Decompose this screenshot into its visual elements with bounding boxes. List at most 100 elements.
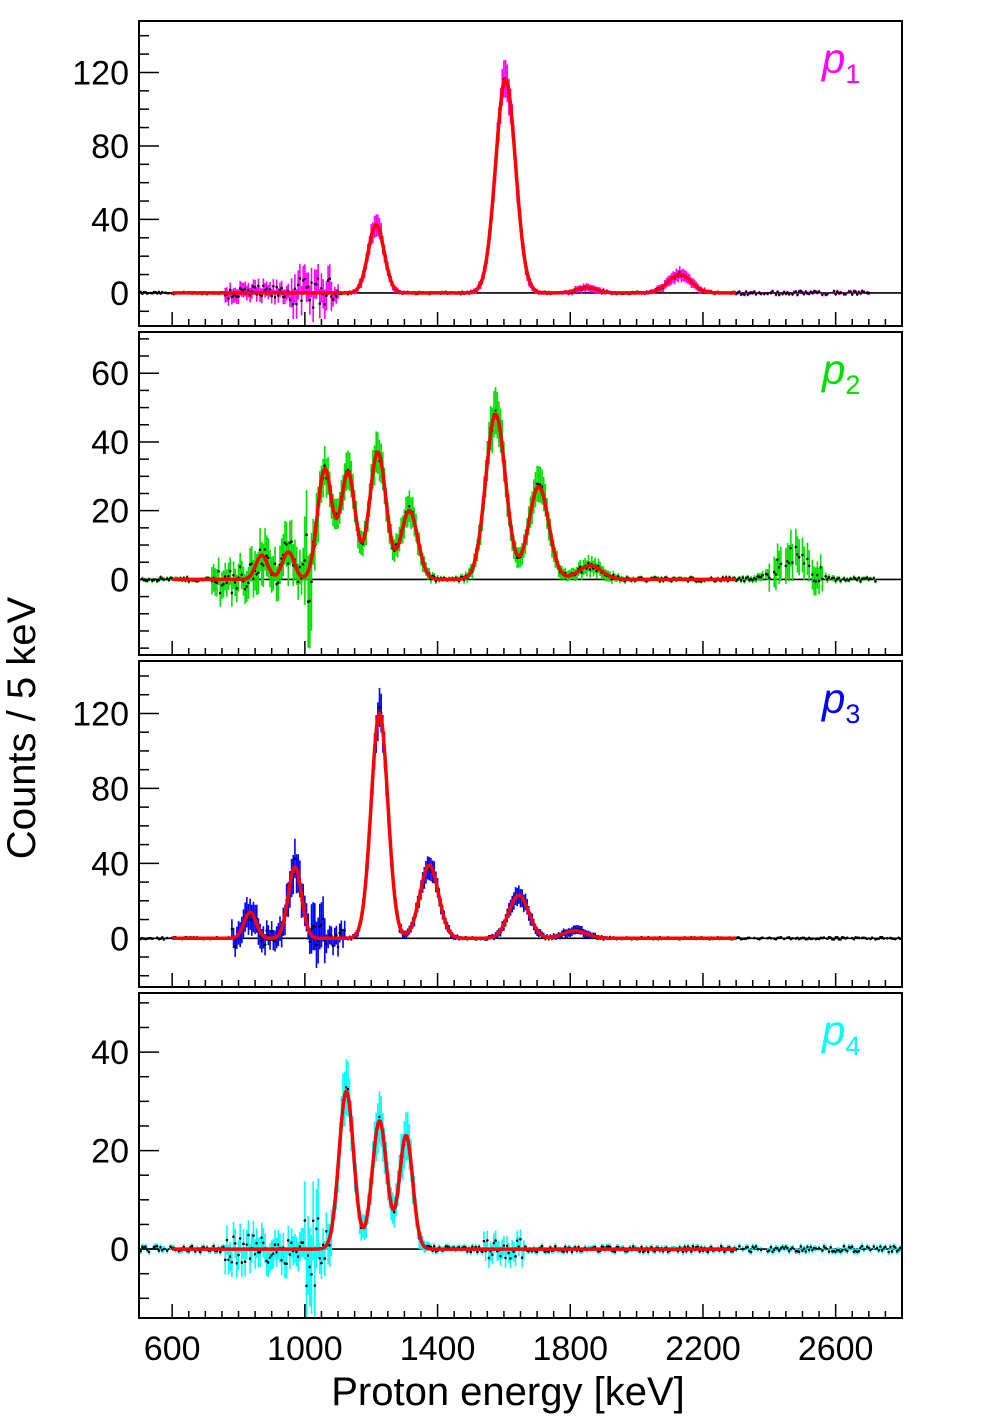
data-point [144, 1245, 147, 1248]
data-point [824, 575, 827, 578]
data-point [827, 1250, 831, 1253]
plot-area [139, 1059, 902, 1318]
data-point [869, 1248, 872, 1252]
data-point [298, 565, 302, 569]
data-points [139, 687, 902, 969]
data-point [306, 285, 310, 289]
data-point [817, 579, 821, 583]
data-point [751, 578, 755, 582]
data-point [802, 562, 806, 565]
data-point [313, 925, 317, 928]
data-point [736, 578, 740, 581]
data-point [756, 1247, 759, 1251]
x-ticks [171, 312, 903, 326]
data-point [248, 1257, 252, 1260]
data-point [781, 292, 784, 296]
data-point [233, 581, 237, 584]
data-point [836, 935, 839, 939]
data-point [791, 936, 794, 940]
data-point [631, 1245, 635, 1248]
data-point [345, 1085, 348, 1089]
data-point [305, 1284, 308, 1288]
data-point [826, 937, 829, 941]
data-point [237, 1253, 240, 1257]
data-point [865, 576, 869, 579]
data-point [845, 1249, 849, 1253]
data-point [272, 284, 275, 288]
data-point [706, 1250, 710, 1254]
data-point [162, 578, 166, 581]
data-point [515, 1239, 519, 1242]
data-point [797, 1250, 801, 1254]
data-point [393, 1210, 396, 1214]
data-point [847, 578, 851, 582]
data-point [768, 576, 771, 579]
y-axis: 0 40 80 120 [72, 34, 159, 313]
data-point [167, 578, 171, 582]
data-point [786, 1246, 789, 1250]
data-point [899, 1246, 902, 1250]
y-axis: 0 20 40 60 [91, 338, 159, 649]
data-point [323, 464, 327, 467]
data-point [247, 581, 250, 585]
data-point [243, 1260, 247, 1263]
data-point [850, 1245, 854, 1249]
data-point [343, 929, 346, 932]
data-point [751, 1245, 755, 1249]
data-point [247, 918, 250, 921]
data-point [298, 1245, 302, 1248]
data-point [481, 1250, 484, 1254]
data-point [844, 292, 847, 296]
data-point [267, 556, 270, 560]
data-point [499, 1254, 502, 1258]
data-point [290, 540, 293, 543]
data-point [296, 283, 300, 287]
data-point [796, 553, 799, 556]
data-point [245, 1243, 249, 1246]
data-point [772, 570, 776, 574]
data-point [318, 1256, 322, 1260]
x-axis-title: Proton energy [keV] [331, 1370, 685, 1414]
panel-p2: 0 20 40 60 p2 [91, 331, 903, 656]
data-point [512, 1250, 516, 1253]
data-point [157, 1249, 161, 1252]
data-point [308, 940, 312, 943]
data-point [884, 1245, 887, 1249]
data-point [860, 1244, 864, 1248]
data-point [804, 1250, 808, 1253]
data-point [346, 1087, 350, 1091]
data-point [763, 292, 766, 296]
data-point [766, 292, 769, 295]
data-point [159, 1246, 162, 1249]
data-point [315, 943, 318, 947]
data-point [554, 1244, 557, 1248]
data-point [313, 1284, 317, 1287]
data-point [232, 1235, 235, 1238]
data-point [227, 297, 230, 300]
plot-area [139, 59, 902, 323]
data-point [829, 936, 832, 939]
data-point [277, 1243, 280, 1246]
data-point [862, 1248, 866, 1251]
data-point [275, 582, 278, 586]
data-point [311, 306, 315, 309]
data-point [308, 1265, 312, 1269]
data-point [819, 565, 823, 569]
data-point [243, 587, 247, 591]
data-point [255, 1241, 259, 1245]
panels-layer: 0 40 80 120 p1 0 20 40 60 p2 0 40 80 120 p3 0 20 40 p4 [72, 20, 903, 1319]
data-point [273, 1243, 277, 1247]
data-point [330, 295, 333, 298]
data-point [315, 283, 318, 286]
y-tick-label: 0 [110, 1231, 129, 1269]
data-point [270, 294, 273, 298]
data-points [139, 387, 877, 649]
data-point [190, 1244, 194, 1248]
x-tick-label: 2200 [665, 1330, 741, 1368]
data-point [739, 579, 743, 582]
data-point [814, 1247, 818, 1250]
data-point [595, 569, 599, 573]
data-point [233, 944, 237, 948]
data-point [811, 291, 814, 295]
